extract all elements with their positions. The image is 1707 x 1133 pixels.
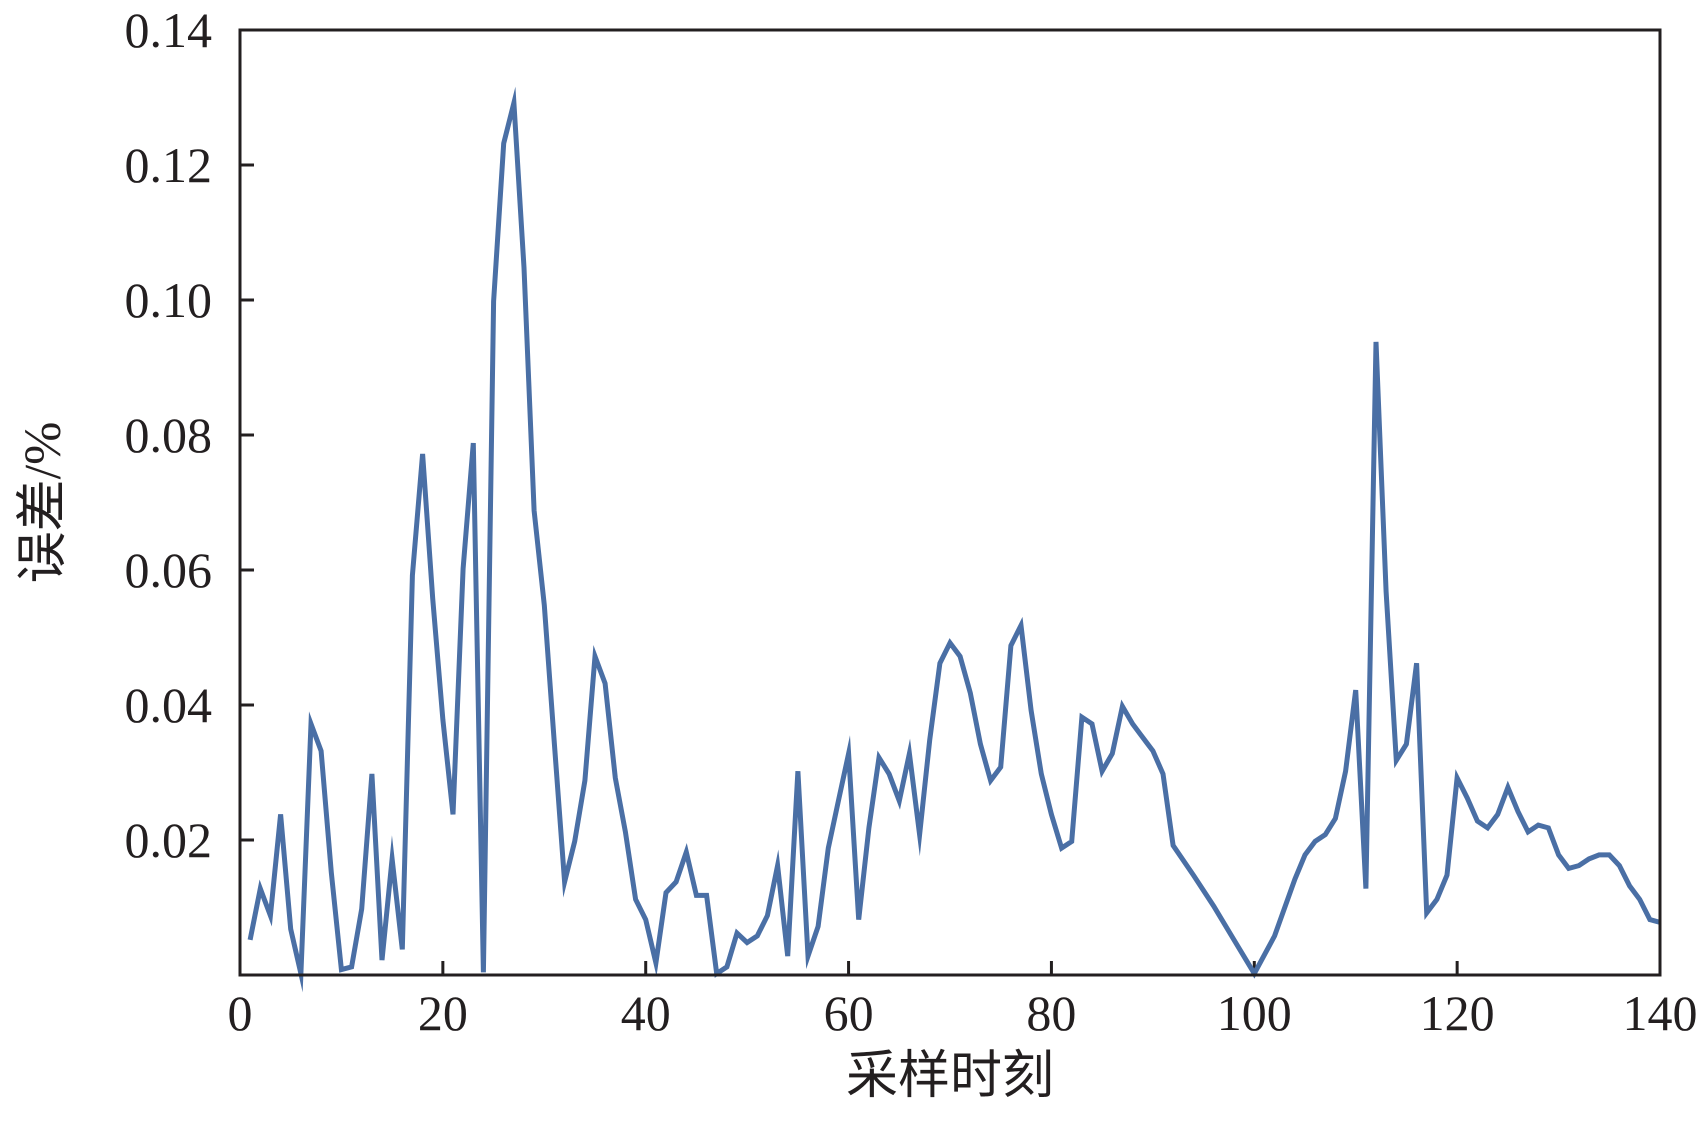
y-tick-label: 0.02 — [125, 812, 213, 868]
error-series-line — [247, 86, 1661, 993]
x-tick-label: 80 — [1026, 985, 1076, 1041]
x-tick-label: 20 — [418, 985, 468, 1041]
x-tick-label: 40 — [621, 985, 671, 1041]
x-tick-label: 100 — [1217, 985, 1292, 1041]
series-layer — [247, 86, 1661, 993]
x-tick-label: 60 — [824, 985, 874, 1041]
y-tick-label: 0.04 — [125, 677, 213, 733]
x-tick-label: 120 — [1420, 985, 1495, 1041]
y-tick-label: 0.10 — [125, 272, 213, 328]
y-axis-tick-labels: 0.02 0.04 0.06 0.08 0.10 0.12 0.14 — [125, 2, 213, 868]
y-tick-label: 0.06 — [125, 542, 213, 598]
plot-frame — [238, 28, 1662, 977]
x-tick-label: 140 — [1623, 985, 1698, 1041]
x-axis-tick-labels: 0 20 40 60 80 100 120 140 — [228, 985, 1698, 1041]
y-tick-label: 0.08 — [125, 407, 213, 463]
y-tick-label: 0.12 — [125, 137, 213, 193]
y-tick-label: 0.14 — [125, 2, 213, 58]
x-axis-title: 采样时刻 — [846, 1048, 1054, 1105]
y-axis-title: 误差/% — [15, 422, 72, 584]
x-tick-label: 0 — [228, 985, 253, 1041]
